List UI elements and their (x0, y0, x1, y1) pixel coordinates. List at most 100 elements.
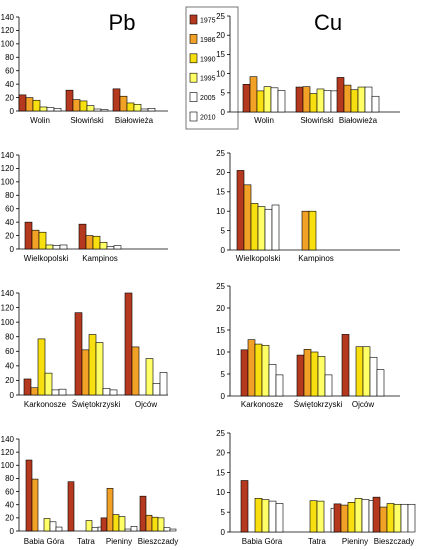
y-tick-label: 5 (221, 370, 226, 379)
y-tick-label: 20 (5, 514, 14, 523)
bar-bia-owiez-a-1995 (357, 86, 366, 113)
bar-babia-go-ra-1995 (261, 499, 270, 533)
x-category-label-kampinos: Kampinos (298, 254, 334, 263)
bar-wielkopolski-1975 (236, 170, 245, 251)
bar-bia-owiez-a-1990 (350, 89, 359, 113)
y-tick-label: 0 (10, 107, 15, 116)
y-tick-label: 140 (1, 13, 15, 22)
bar-karkonosze-2010 (275, 374, 284, 397)
pb-title: Pb (109, 10, 136, 35)
y-tick-label: 0 (221, 108, 226, 117)
bar-s-wie-tokrzyski-1995 (317, 356, 326, 397)
bar-s-wie-tokrzyski-1995 (95, 342, 104, 396)
y-tick-label: 100 (1, 178, 15, 187)
y-tick-label: 25 (216, 149, 225, 158)
y-tick-label: 15 (216, 188, 225, 197)
bar-wielkopolski-2005 (52, 245, 61, 250)
bar-ojco-w-1975 (124, 292, 133, 396)
bar-babia-go-ra-2010 (55, 526, 63, 532)
y-tick-label: 120 (1, 448, 15, 457)
bar-pieniny-1995 (118, 516, 126, 532)
x-category-label-bia-owiez-a: Białowieża (339, 116, 378, 125)
bar-s-owin-ski-1975 (295, 86, 304, 113)
bar-s-wie-tokrzyski-2005 (102, 388, 111, 396)
bar-bia-owiez-a-2010 (147, 108, 156, 112)
y-tick-label: 80 (5, 333, 14, 342)
legend-swatch-2010 (189, 111, 198, 122)
x-category-label-bia-owiez-a: Białowieża (115, 116, 154, 125)
bar-bia-owiez-a-1975 (112, 88, 121, 112)
y-tick-label: 0 (10, 245, 15, 254)
y-tick-label: 10 (216, 348, 225, 357)
bar-wielkopolski-1986 (243, 184, 252, 251)
legend-label-1975: 1975 (200, 18, 216, 25)
bar-ojco-w-1975 (341, 334, 350, 397)
y-tick-label: 140 (1, 151, 15, 160)
bar-kampinos-2005 (106, 246, 115, 250)
y-tick-label: 120 (1, 303, 15, 312)
bar-wolin-1990 (256, 90, 265, 113)
y-tick-label: 20 (5, 231, 14, 240)
bar-wolin-1975 (18, 94, 27, 112)
y-tick-label: 140 (1, 289, 15, 298)
bar-ojco-w-1995 (145, 358, 154, 396)
bar-kampinos-1986 (85, 235, 94, 250)
y-tick-label: 20 (5, 93, 14, 102)
bar-s-owin-ski-1975 (65, 89, 74, 112)
bar-kampinos-2010 (113, 245, 122, 250)
bar-kampinos-1995 (99, 241, 108, 250)
bar-wolin-1995 (39, 106, 48, 112)
bar-s-owin-ski-1995 (316, 88, 325, 113)
bar-pieniny-1990 (112, 514, 120, 532)
bar-ojco-w-1990 (355, 346, 364, 397)
bar-bieszczady-1975 (372, 496, 381, 533)
bar-wielkopolski-2005 (264, 208, 273, 251)
legend-label-1990: 1990 (200, 56, 216, 63)
y-tick-label: 120 (1, 164, 15, 173)
bar-wolin-1995 (263, 86, 272, 113)
y-tick-label: 60 (5, 487, 14, 496)
bar-pieniny-1995 (354, 498, 363, 533)
bar-wolin-2010 (53, 108, 62, 112)
bar-bia-owiez-a-1986 (119, 95, 128, 112)
x-category-label-kampinos: Kampinos (82, 254, 118, 263)
bar-wielkopolski-1975 (24, 221, 33, 250)
bar-ojco-w-2010 (376, 369, 385, 397)
bar-s-owin-ski-2005 (323, 90, 332, 113)
x-category-label-s-wie-tokrzyski: Świętokrzyski (72, 400, 121, 409)
y-tick-label: 20 (216, 304, 225, 313)
legend-swatch-1990 (189, 53, 198, 64)
panel-pb-row-3: 0 20 40 60 80 100 120 140 Karkonosze Świętokrzysk… (1, 289, 168, 409)
panel-cu-row-4: 0 5 10 15 20 25 Babia Góra Tatra Pieniny Bieszcza… (216, 429, 416, 546)
y-tick-label: 10 (216, 69, 225, 78)
y-tick-label: 25 (216, 429, 225, 438)
bar-pieniny-2005 (124, 528, 132, 532)
legend-swatch-2005 (189, 92, 198, 102)
bar-tatra-2005 (91, 527, 99, 532)
legend-swatch-1986 (189, 34, 198, 44)
bar-pieniny-2005 (361, 499, 370, 533)
legend-label-1995: 1995 (200, 76, 216, 83)
bar-bieszczady-1986 (145, 514, 153, 532)
y-tick-label: 60 (5, 205, 14, 214)
legend-swatch-1975 (189, 14, 198, 25)
bar-babia-go-ra-2010 (275, 503, 284, 533)
bar-bia-owiez-a-1995 (133, 103, 142, 112)
x-category-label-wolin: Wolin (254, 116, 274, 125)
y-tick-label: 80 (5, 474, 14, 483)
bar-s-wie-tokrzyski-1975 (296, 354, 305, 397)
bar-ojco-w-1986 (131, 346, 140, 396)
y-tick-label: 80 (5, 53, 14, 62)
y-tick-label: 20 (216, 168, 225, 177)
bar-bieszczady-1995 (157, 517, 165, 532)
x-category-label-s-owin-ski: Słowiński (70, 116, 104, 125)
bar-babia-go-ra-2005 (268, 500, 277, 533)
bar-bia-owiez-a-2005 (364, 86, 373, 113)
panel-cu-row-2: 0 5 10 15 20 25 Wielkopolski Kampinos (216, 149, 400, 263)
bar-s-wie-tokrzyski-1986 (303, 349, 312, 397)
y-tick-label: 40 (5, 362, 14, 371)
y-tick-label: 140 (1, 435, 15, 444)
